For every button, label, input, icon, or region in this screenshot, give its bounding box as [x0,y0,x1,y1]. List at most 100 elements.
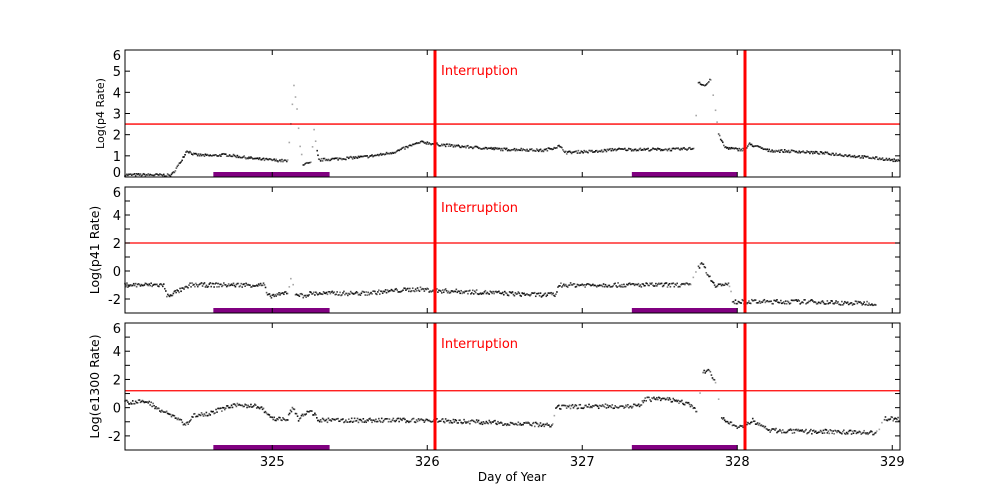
data-point [647,396,649,399]
data-point [130,174,133,177]
data-point [513,423,516,426]
data-point [545,423,547,426]
data-point [817,153,820,155]
data-point [189,150,191,153]
data-point [465,422,467,424]
data-point [697,81,700,84]
data-point [132,173,135,176]
data-point [637,403,640,406]
data-point [254,157,256,160]
data-point [243,155,245,157]
data-point [728,423,731,425]
data-point [387,290,390,293]
data-point [784,431,787,434]
data-point [225,155,228,157]
data-point [843,432,846,435]
data-point [834,429,836,432]
data-point [537,425,540,428]
data-point [457,422,460,424]
data-point [714,286,717,288]
data-point [184,286,186,288]
y-tick-label: 6 [113,186,121,201]
data-point [317,154,319,157]
data-point [731,424,734,427]
data-point [598,404,601,407]
data-point [326,293,329,296]
data-point [167,294,170,297]
data-point [471,147,474,150]
data-point [614,148,616,150]
data-point [670,149,673,152]
data-point [886,159,889,161]
data-point [371,421,373,424]
data-point [749,143,752,146]
data-point [345,419,347,422]
data-point [637,282,640,285]
data-point [645,399,647,402]
data-point [534,421,537,424]
data-point [685,401,688,404]
data-point [398,149,400,152]
data-point [771,149,773,151]
data-point [781,151,784,153]
data-point [304,413,307,416]
data-point [855,300,858,303]
data-point [478,293,481,295]
data-point [699,263,702,265]
data-point [730,421,733,424]
data-point [529,423,531,426]
plot-frame [124,186,901,314]
data-point [501,422,503,424]
data-point [605,150,608,153]
data-point [740,148,742,151]
data-point [511,291,514,293]
data-point [168,295,171,298]
data-point [783,149,786,151]
data-point [803,431,805,433]
data-point [787,149,790,152]
data-point [475,419,478,421]
data-point [684,401,687,404]
data-point [890,159,893,161]
data-point [644,397,647,399]
data-point [769,431,771,433]
data-point [335,157,337,160]
data-point [515,423,518,425]
data-point [305,413,308,415]
data-point [548,292,550,294]
data-point [256,406,259,408]
data-point [397,417,399,420]
data-point [352,293,355,295]
data-point [223,282,225,284]
data-point [275,295,277,297]
data-point [808,431,810,434]
data-point [705,271,708,274]
data-point [734,299,737,301]
data-point [306,294,308,297]
data-point [244,403,246,406]
data-point [757,145,760,148]
data-point [409,420,411,423]
data-point [841,432,843,435]
data-point [422,419,425,422]
data-point [513,294,516,297]
data-point [162,173,165,176]
shaded-interval [213,172,330,177]
data-point [826,432,829,434]
data-point [401,419,403,422]
data-point [368,293,370,296]
data-point [159,173,161,175]
data-point [234,285,237,288]
data-point [470,293,472,295]
data-point [600,149,603,152]
data-point [355,291,358,293]
data-point [581,151,584,153]
data-point [510,422,513,424]
data-point [292,283,294,286]
data-point [623,407,625,409]
data-point [190,286,192,288]
data-point [578,403,581,406]
data-point [163,411,166,413]
data-point [291,406,294,409]
data-point [597,285,600,287]
